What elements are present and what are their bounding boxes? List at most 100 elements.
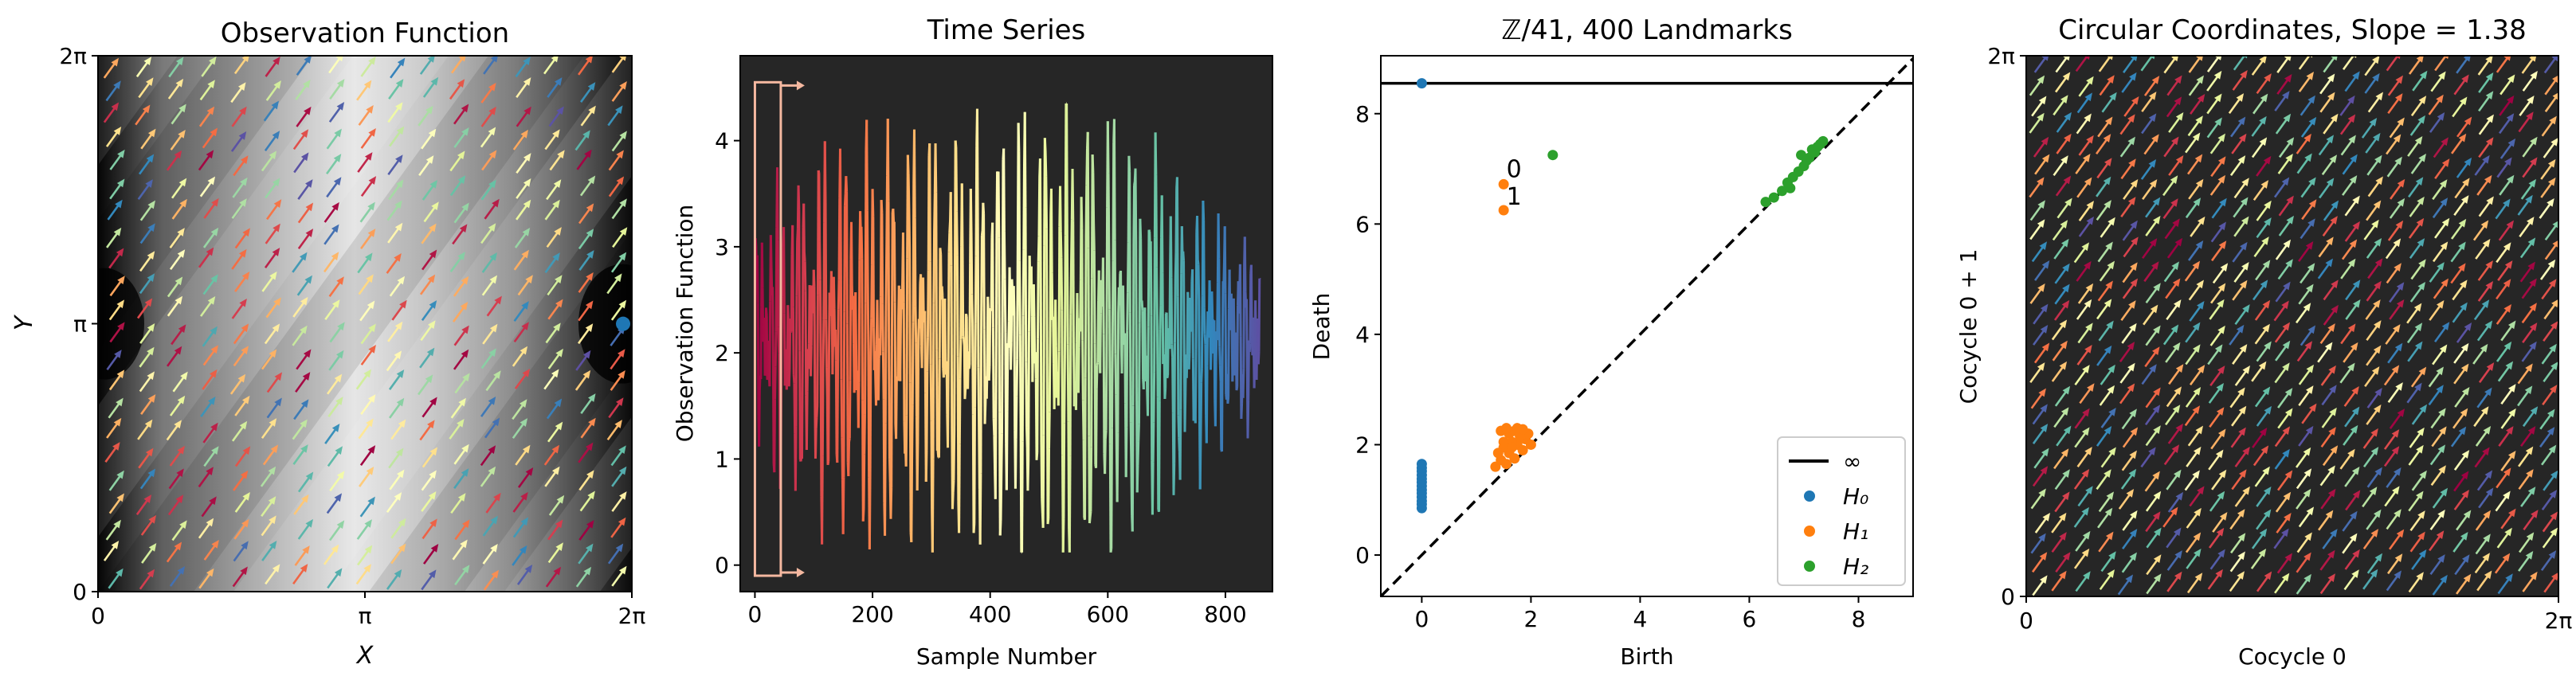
trajectory-arrowhead	[2483, 510, 2491, 519]
trajectory-arrowhead	[2170, 506, 2178, 516]
trajectory-arrowhead	[551, 369, 559, 378]
trajectory-arrowhead	[429, 518, 437, 528]
p3-xtick-label: 0	[1414, 606, 1429, 632]
trajectory-arrowhead	[430, 544, 439, 553]
series-segment	[947, 252, 951, 358]
trajectory-arrowhead	[177, 249, 186, 258]
trajectory-arrowhead	[2149, 179, 2158, 188]
trajectory-arrowhead	[2059, 570, 2067, 580]
point-annotation: 1	[1507, 183, 1522, 211]
trajectory-arrowhead	[334, 373, 343, 383]
trajectory-arrowhead	[147, 394, 156, 403]
trajectory-arrowhead	[175, 78, 184, 88]
trajectory-arrowhead	[2127, 114, 2135, 123]
trajectory-arrowhead	[300, 399, 309, 408]
series-segment	[1071, 169, 1075, 221]
trajectory-arrowhead	[523, 106, 531, 115]
trajectory-arrowhead	[116, 369, 125, 379]
trajectory-arrowhead	[2148, 113, 2157, 123]
series-segment	[1065, 235, 1069, 345]
p3-xtick-label: 4	[1633, 606, 1648, 632]
trajectory-arrowhead	[618, 252, 627, 261]
series-segment	[861, 258, 865, 401]
trajectory-arrowhead	[175, 494, 184, 504]
trajectory-arrowhead	[395, 79, 404, 88]
trajectory-arrowhead	[2415, 177, 2424, 186]
series-segment	[969, 188, 973, 234]
trajectory-arrowhead	[2416, 491, 2424, 500]
series-segment	[842, 311, 846, 478]
series-segment	[1257, 351, 1261, 365]
trajectory-arrowhead	[143, 57, 152, 65]
series-segment	[1021, 441, 1024, 553]
series-segment	[1091, 154, 1095, 173]
trajectory-arrowhead	[2240, 241, 2248, 251]
trajectory-arrowhead	[2058, 512, 2067, 522]
trajectory-arrowhead	[305, 202, 314, 212]
trajectory-arrowhead	[364, 519, 372, 528]
trajectory-arrowhead	[2348, 135, 2356, 144]
trajectory-arrowhead	[2062, 552, 2071, 561]
trajectory-arrowhead	[2153, 387, 2161, 397]
trajectory-arrowhead	[2413, 303, 2422, 312]
trajectory-arrowhead	[553, 322, 561, 332]
trajectory-arrowhead	[523, 57, 531, 65]
heatmap-band	[98, 56, 449, 537]
trajectory-arrowhead	[2149, 56, 2155, 60]
trajectory-arrowhead	[2154, 527, 2162, 537]
trajectory-arrowhead	[488, 445, 496, 455]
series-segment	[876, 299, 880, 358]
series-segment	[1014, 396, 1018, 440]
trajectory-arrowhead	[2504, 527, 2512, 537]
trajectory-arrowhead	[2218, 221, 2226, 231]
trajectory-arrowhead	[143, 494, 152, 503]
series-segment	[766, 374, 770, 381]
trajectory-arrowhead	[2258, 361, 2267, 370]
series-segment	[1096, 362, 1100, 365]
trajectory-arrowhead	[2347, 114, 2356, 123]
series-segment	[801, 362, 804, 459]
trajectory-arrowhead	[523, 178, 531, 187]
trajectory-arrowhead	[269, 418, 277, 427]
p3-title: ℤ/41, 400 Landmarks	[1501, 14, 1793, 46]
series-segment	[1092, 172, 1096, 223]
trajectory-arrowhead	[2262, 299, 2271, 309]
trajectory-arrowhead	[2172, 218, 2180, 228]
series-segment	[1114, 354, 1118, 395]
series-segment	[1104, 363, 1108, 431]
trajectory-arrowhead	[2459, 96, 2468, 106]
trajectory-arrowhead	[2175, 155, 2184, 164]
trajectory-arrowhead	[336, 520, 345, 530]
trajectory-arrowhead	[2526, 469, 2534, 478]
trajectory-arrowhead	[147, 346, 155, 356]
p2-xtick-label: 200	[851, 601, 893, 627]
trajectory-arrowhead	[2174, 237, 2183, 247]
p4-xlabel: Cocycle 0	[2238, 643, 2347, 670]
series-segment	[991, 327, 995, 419]
trajectory-arrowhead	[2153, 425, 2161, 435]
series-segment	[836, 369, 840, 463]
p4-arrow-field	[2029, 56, 2558, 596]
trajectory-arrowhead	[300, 129, 309, 139]
trajectory-arrowhead	[394, 102, 403, 111]
trajectory-arrowhead	[238, 82, 246, 91]
trajectory-arrowhead	[2482, 553, 2490, 562]
trajectory-arrowhead	[174, 346, 182, 355]
trajectory-arrowhead	[2351, 406, 2360, 416]
series-segment	[1166, 374, 1170, 379]
series-segment	[1017, 123, 1021, 152]
series-segment	[758, 390, 761, 447]
trajectory-arrowhead	[300, 419, 308, 428]
legend-label: H₀	[1843, 483, 1868, 510]
trajectory-arrowhead	[2460, 195, 2469, 204]
trajectory-arrowhead	[239, 198, 247, 207]
series-segment	[1257, 278, 1261, 352]
series-segment	[913, 217, 917, 307]
trajectory-arrowhead	[2462, 178, 2470, 187]
trajectory-arrowhead	[114, 350, 122, 358]
trajectory-arrowhead	[2040, 575, 2048, 584]
trajectory-arrowhead	[2281, 528, 2289, 537]
series-segment	[755, 255, 759, 303]
trajectory-arrowhead	[2284, 553, 2292, 562]
trajectory-arrowhead	[615, 105, 623, 115]
